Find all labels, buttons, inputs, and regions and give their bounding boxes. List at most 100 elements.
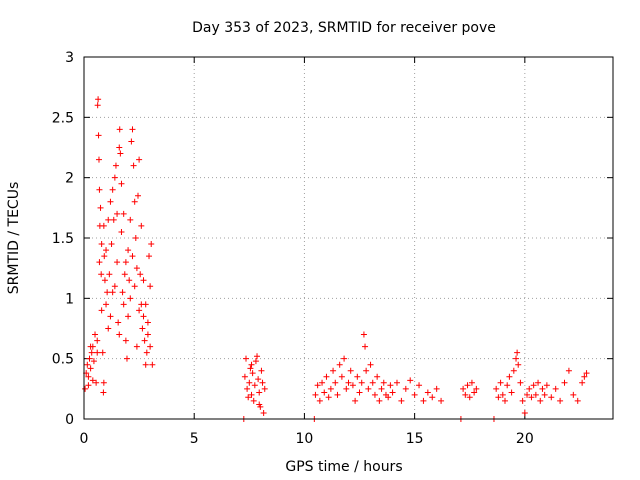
data-point	[130, 162, 137, 169]
data-point	[135, 192, 142, 199]
data-point	[349, 382, 356, 389]
y-tick-label: 1	[65, 291, 74, 307]
axis-ticks: 0 5 10 15 20 0 0.5 1 1.5 2 2.5 3	[52, 50, 613, 447]
data-point	[321, 389, 328, 396]
data-point	[95, 96, 102, 103]
data-point	[131, 198, 138, 205]
data-point	[142, 301, 149, 308]
data-point	[524, 391, 531, 398]
data-point	[526, 385, 533, 392]
data-points	[82, 96, 590, 422]
data-point	[120, 210, 127, 217]
data-point	[517, 379, 524, 386]
data-point	[96, 259, 103, 266]
data-point	[367, 361, 374, 368]
data-point	[129, 126, 136, 133]
data-point	[125, 247, 132, 254]
data-point	[565, 367, 572, 374]
plot-frame	[83, 56, 614, 420]
data-point	[125, 313, 132, 320]
data-point	[468, 379, 475, 386]
data-point	[510, 367, 517, 374]
data-point	[109, 289, 116, 296]
data-point	[387, 382, 394, 389]
data-point	[136, 307, 143, 314]
data-point	[89, 377, 96, 384]
y-tick-label: 3	[65, 50, 74, 66]
data-point	[543, 382, 550, 389]
data-point	[424, 389, 431, 396]
data-point	[460, 385, 467, 392]
y-tick-label: 2.5	[52, 110, 74, 126]
data-point	[343, 385, 350, 392]
data-point	[433, 385, 440, 392]
data-point	[312, 391, 319, 398]
data-point	[116, 144, 123, 151]
data-point	[111, 174, 118, 181]
data-point	[107, 198, 114, 205]
data-point	[105, 325, 112, 332]
data-point	[528, 394, 535, 401]
data-point	[416, 382, 423, 389]
data-point	[579, 379, 586, 386]
data-point	[97, 204, 104, 211]
data-point	[363, 367, 370, 374]
data-point	[121, 271, 128, 278]
data-point	[334, 391, 341, 398]
data-point	[420, 397, 427, 404]
data-point	[90, 358, 97, 365]
data-point	[362, 343, 369, 350]
data-point	[241, 373, 248, 380]
data-point	[99, 349, 106, 356]
data-point	[147, 343, 154, 350]
data-point	[429, 394, 436, 401]
data-point	[140, 313, 147, 320]
data-point	[100, 222, 107, 229]
data-point	[493, 385, 500, 392]
data-point	[247, 365, 254, 372]
data-point	[462, 391, 469, 398]
data-point	[128, 138, 135, 145]
data-point	[107, 313, 114, 320]
data-point	[96, 186, 103, 193]
data-point	[360, 331, 367, 338]
y-tick-label: 0	[65, 412, 74, 428]
data-point	[147, 283, 154, 290]
data-point	[256, 401, 263, 408]
data-point	[473, 385, 480, 392]
data-point	[118, 180, 125, 187]
data-point	[114, 259, 121, 266]
data-point	[138, 222, 145, 229]
data-point	[114, 210, 121, 217]
data-point	[117, 150, 124, 157]
data-point	[530, 382, 537, 389]
chart-title: Day 353 of 2023, SRMTID for receiver pov…	[192, 20, 496, 36]
data-point	[146, 253, 153, 260]
data-point	[98, 307, 105, 314]
data-point	[106, 271, 113, 278]
data-point	[84, 361, 91, 368]
data-point	[133, 343, 140, 350]
data-point	[243, 355, 250, 362]
data-point	[250, 397, 257, 404]
data-point	[127, 295, 134, 302]
data-point	[325, 394, 332, 401]
data-point	[95, 132, 102, 139]
data-point	[105, 216, 112, 223]
data-point	[314, 382, 321, 389]
data-point	[93, 379, 100, 386]
data-point	[352, 397, 359, 404]
data-point	[581, 373, 588, 380]
data-point	[144, 331, 151, 338]
data-point	[316, 397, 323, 404]
data-point	[115, 319, 122, 326]
data-point	[131, 283, 138, 290]
data-point	[504, 382, 511, 389]
data-point	[252, 358, 259, 365]
data-point	[112, 162, 119, 169]
data-point	[365, 385, 372, 392]
x-axis-label: GPS time / hours	[285, 459, 402, 475]
data-point	[88, 349, 95, 356]
data-point	[127, 216, 134, 223]
data-point	[123, 355, 130, 362]
